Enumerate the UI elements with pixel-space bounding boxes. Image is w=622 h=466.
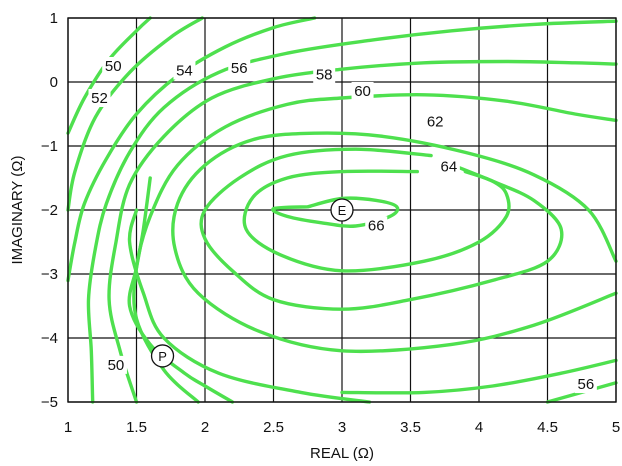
contour-label-bg — [88, 89, 111, 107]
contour-label: 60 — [354, 83, 371, 100]
contour-label-bg — [228, 58, 251, 77]
contour-line — [132, 93, 618, 404]
x-axis-ticks: 1 1.5 2 2.5 3 3.5 4 4.5 5 — [64, 419, 620, 436]
x-tick-label: 2 — [201, 419, 209, 436]
contour-label: 58 — [316, 66, 333, 83]
contour-line — [171, 131, 618, 354]
y-tick-label: 0 — [50, 74, 58, 91]
contour-label-bg — [313, 65, 336, 84]
contour-line — [86, 19, 618, 404]
contour-label-bg — [173, 61, 196, 80]
point-marker-label: P — [158, 349, 167, 364]
contour-label-bg — [365, 216, 388, 235]
contour-label: 56 — [231, 60, 248, 77]
contour-label: 66 — [368, 217, 385, 234]
contour-labels: 50 52 54 56 58 60 62 64 66 50 56 — [88, 57, 597, 394]
x-tick-label: 5 — [612, 419, 620, 436]
contour-label-bg — [574, 375, 597, 394]
x-tick-label: 3.5 — [400, 419, 421, 436]
y-tick-label: −2 — [41, 202, 58, 219]
contour-line — [199, 147, 564, 311]
x-tick-label: 2.5 — [263, 419, 284, 436]
x-tick-label: 4.5 — [537, 419, 558, 436]
x-tick-label: 1 — [64, 419, 72, 436]
contour-label: 56 — [578, 376, 595, 393]
y-tick-label: −3 — [41, 266, 58, 283]
contour-line — [242, 169, 511, 273]
x-axis-label: REAL (Ω) — [310, 445, 374, 462]
point-marker — [150, 344, 175, 368]
contour-line — [127, 208, 372, 404]
plot-frame — [67, 17, 617, 403]
contour-label: 50 — [108, 357, 125, 374]
y-axis-label: IMAGINARY (Ω) — [9, 155, 26, 264]
contour-label-bg — [104, 355, 127, 374]
contour-label-bg — [102, 57, 125, 75]
y-tick-label: −1 — [41, 138, 58, 155]
contour-label: 62 — [427, 114, 444, 131]
y-tick-label: −5 — [41, 394, 58, 411]
y-axis-ticks: 1 0 −1 −2 −3 −4 −5 — [41, 10, 58, 411]
point-marker — [330, 198, 354, 222]
contour-line — [66, 16, 204, 212]
contour-label: 52 — [91, 90, 108, 107]
contour-label-bg — [424, 112, 447, 131]
x-tick-label: 1.5 — [126, 419, 147, 436]
point-marker-label: E — [338, 203, 347, 218]
y-tick-label: −4 — [41, 330, 58, 347]
contour-label: 64 — [441, 158, 458, 175]
contour-line — [107, 59, 618, 404]
contour-label: 50 — [105, 58, 122, 75]
point-markers: EP — [150, 198, 354, 368]
contour-line — [340, 358, 618, 395]
contour-lines — [66, 16, 618, 404]
contour-line — [127, 176, 235, 404]
contour-line — [66, 16, 317, 283]
y-tick-label: 1 — [50, 10, 58, 27]
x-tick-label: 3 — [338, 419, 346, 436]
contour-label-bg — [437, 157, 460, 176]
contour-label-bg — [351, 81, 374, 100]
contour-label: 54 — [176, 62, 193, 79]
x-tick-label: 4 — [475, 419, 483, 436]
